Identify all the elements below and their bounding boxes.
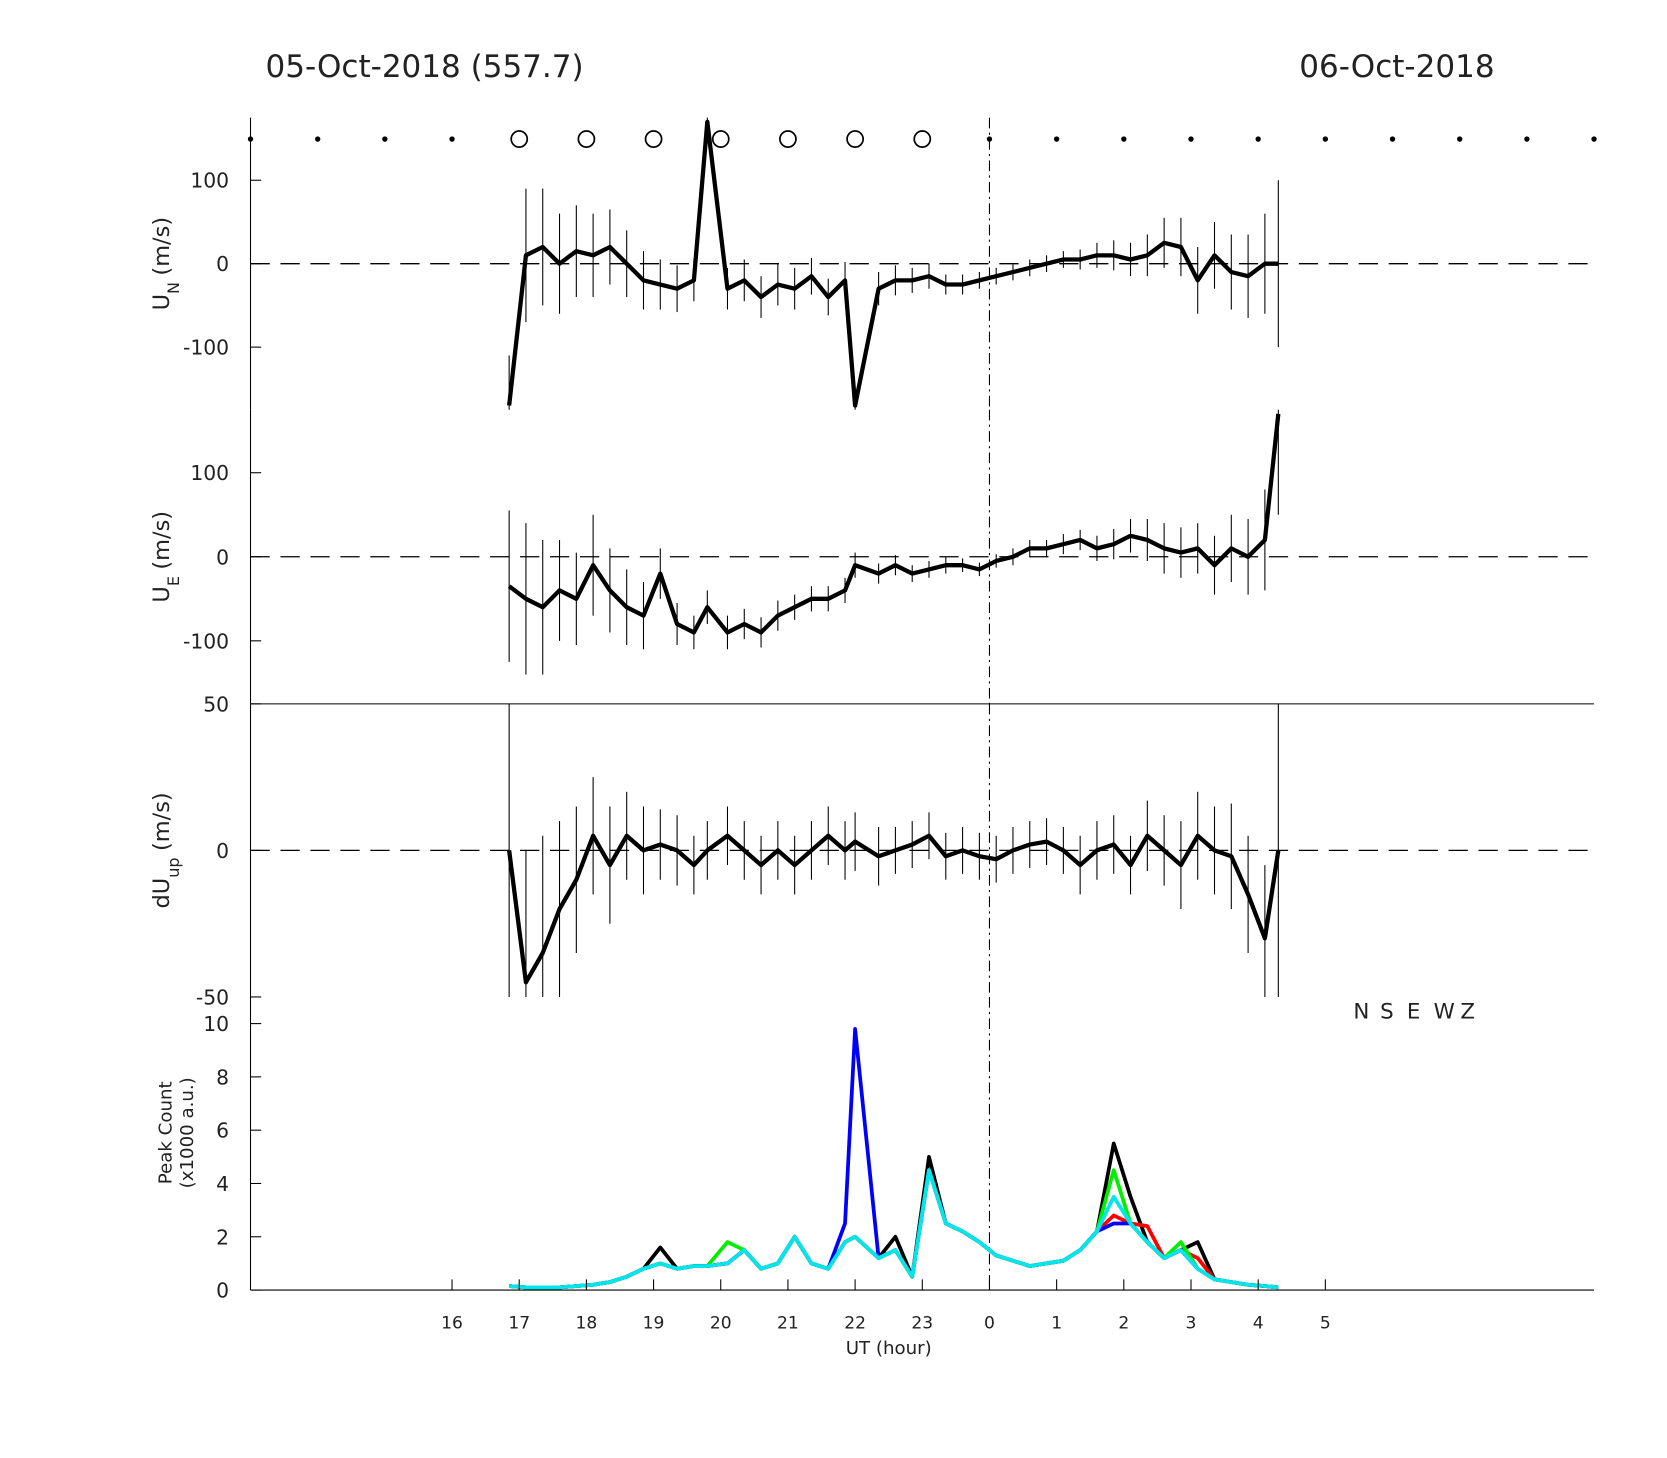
y-tick-label: 10: [203, 1012, 229, 1036]
x-tick-label: 19: [643, 1314, 665, 1334]
status-circle: [913, 130, 932, 148]
x-tick-label: 2: [1118, 1314, 1129, 1334]
status-circle: [644, 130, 663, 148]
y-tick-label: 100: [190, 169, 229, 193]
status-dot: [1524, 136, 1530, 142]
x-tick-label: 1: [1051, 1314, 1062, 1334]
status-dot: [382, 136, 388, 142]
plot-area: [508, 1027, 1279, 1290]
y-tick-label: 0: [216, 1279, 229, 1303]
y-tick-label: -100: [183, 336, 229, 360]
status-circle: [846, 130, 864, 148]
y-label-main: U: [149, 586, 175, 602]
x-tick-label: 22: [844, 1314, 866, 1334]
y-tick-label: -50: [196, 985, 229, 1009]
status-circle: [510, 130, 529, 148]
y-label-unit: (m/s): [149, 511, 175, 570]
y-axis-label: Peak Count: [155, 1081, 176, 1184]
status-dot: [1121, 136, 1127, 142]
y-tick-label: 8: [216, 1065, 229, 1089]
data-line: [508, 1168, 1279, 1290]
legend-entry: S: [1380, 999, 1394, 1024]
y-axis-label: UE (m/s): [149, 511, 183, 603]
x-tick-label: 20: [710, 1314, 732, 1334]
data-line: [507, 833, 1281, 985]
data-line: [507, 413, 1281, 635]
status-dot: [1389, 136, 1396, 142]
right-title: 06-Oct-2018: [1299, 49, 1494, 85]
y-tick-label: 0: [216, 839, 229, 863]
data-line: [507, 119, 1279, 408]
y-axis-label: UN (m/s): [149, 217, 183, 311]
y-label-sub: up: [164, 857, 183, 877]
y-tick-label: -100: [183, 629, 229, 653]
y-tick-label: 4: [216, 1172, 229, 1196]
status-dot: [1188, 136, 1194, 142]
x-tick-label: 4: [1253, 1314, 1264, 1334]
status-dot: [315, 136, 321, 142]
y-axis-label: (x1000 a.u.): [177, 1077, 198, 1188]
y-label-unit: (m/s): [149, 792, 175, 851]
status-circle: [779, 130, 797, 148]
status-dot: [449, 136, 455, 142]
plot-area: [507, 117, 1279, 410]
y-label-sub: N: [164, 282, 183, 294]
y-tick-label: 2: [216, 1225, 229, 1249]
status-circle: [577, 130, 596, 148]
left-title: 05-Oct-2018 (557.7): [265, 49, 583, 85]
y-label-main: U: [149, 294, 175, 310]
y-tick-label: 6: [216, 1119, 229, 1143]
x-tick-label: 3: [1186, 1314, 1197, 1334]
status-dot: [1322, 136, 1329, 142]
y-tick-label: 0: [216, 545, 229, 569]
status-circle: [711, 130, 730, 148]
x-tick-label: 16: [441, 1314, 463, 1334]
legend-entry: W: [1434, 999, 1455, 1024]
status-dot: [986, 136, 993, 142]
y-label-main: dU: [149, 878, 175, 909]
y-label-unit: (m/s): [149, 217, 175, 276]
x-tick-label: 0: [984, 1314, 995, 1334]
status-dot: [1591, 136, 1597, 142]
x-tick-label: 18: [576, 1314, 598, 1334]
y-label-sub: E: [164, 576, 183, 586]
legend-entry: E: [1407, 999, 1421, 1024]
status-dot: [1457, 136, 1463, 142]
plot-area: [507, 409, 1281, 675]
y-tick-label: 100: [190, 461, 229, 485]
x-tick-label: 23: [911, 1314, 933, 1334]
x-tick-label: 21: [777, 1314, 799, 1334]
status-dot: [1053, 136, 1060, 142]
x-tick-label: 5: [1320, 1314, 1331, 1334]
legend-entry: Z: [1460, 999, 1475, 1024]
y-axis-label: dUup (m/s): [149, 792, 183, 908]
legend-entry: N: [1353, 999, 1369, 1024]
x-tick-label: 17: [508, 1314, 530, 1334]
plot-area: [507, 703, 1281, 997]
status-dot: [1255, 136, 1261, 142]
y-tick-label: 50: [203, 692, 229, 716]
x-axis-label: UT (hour): [846, 1338, 932, 1359]
y-tick-label: 0: [216, 252, 229, 276]
